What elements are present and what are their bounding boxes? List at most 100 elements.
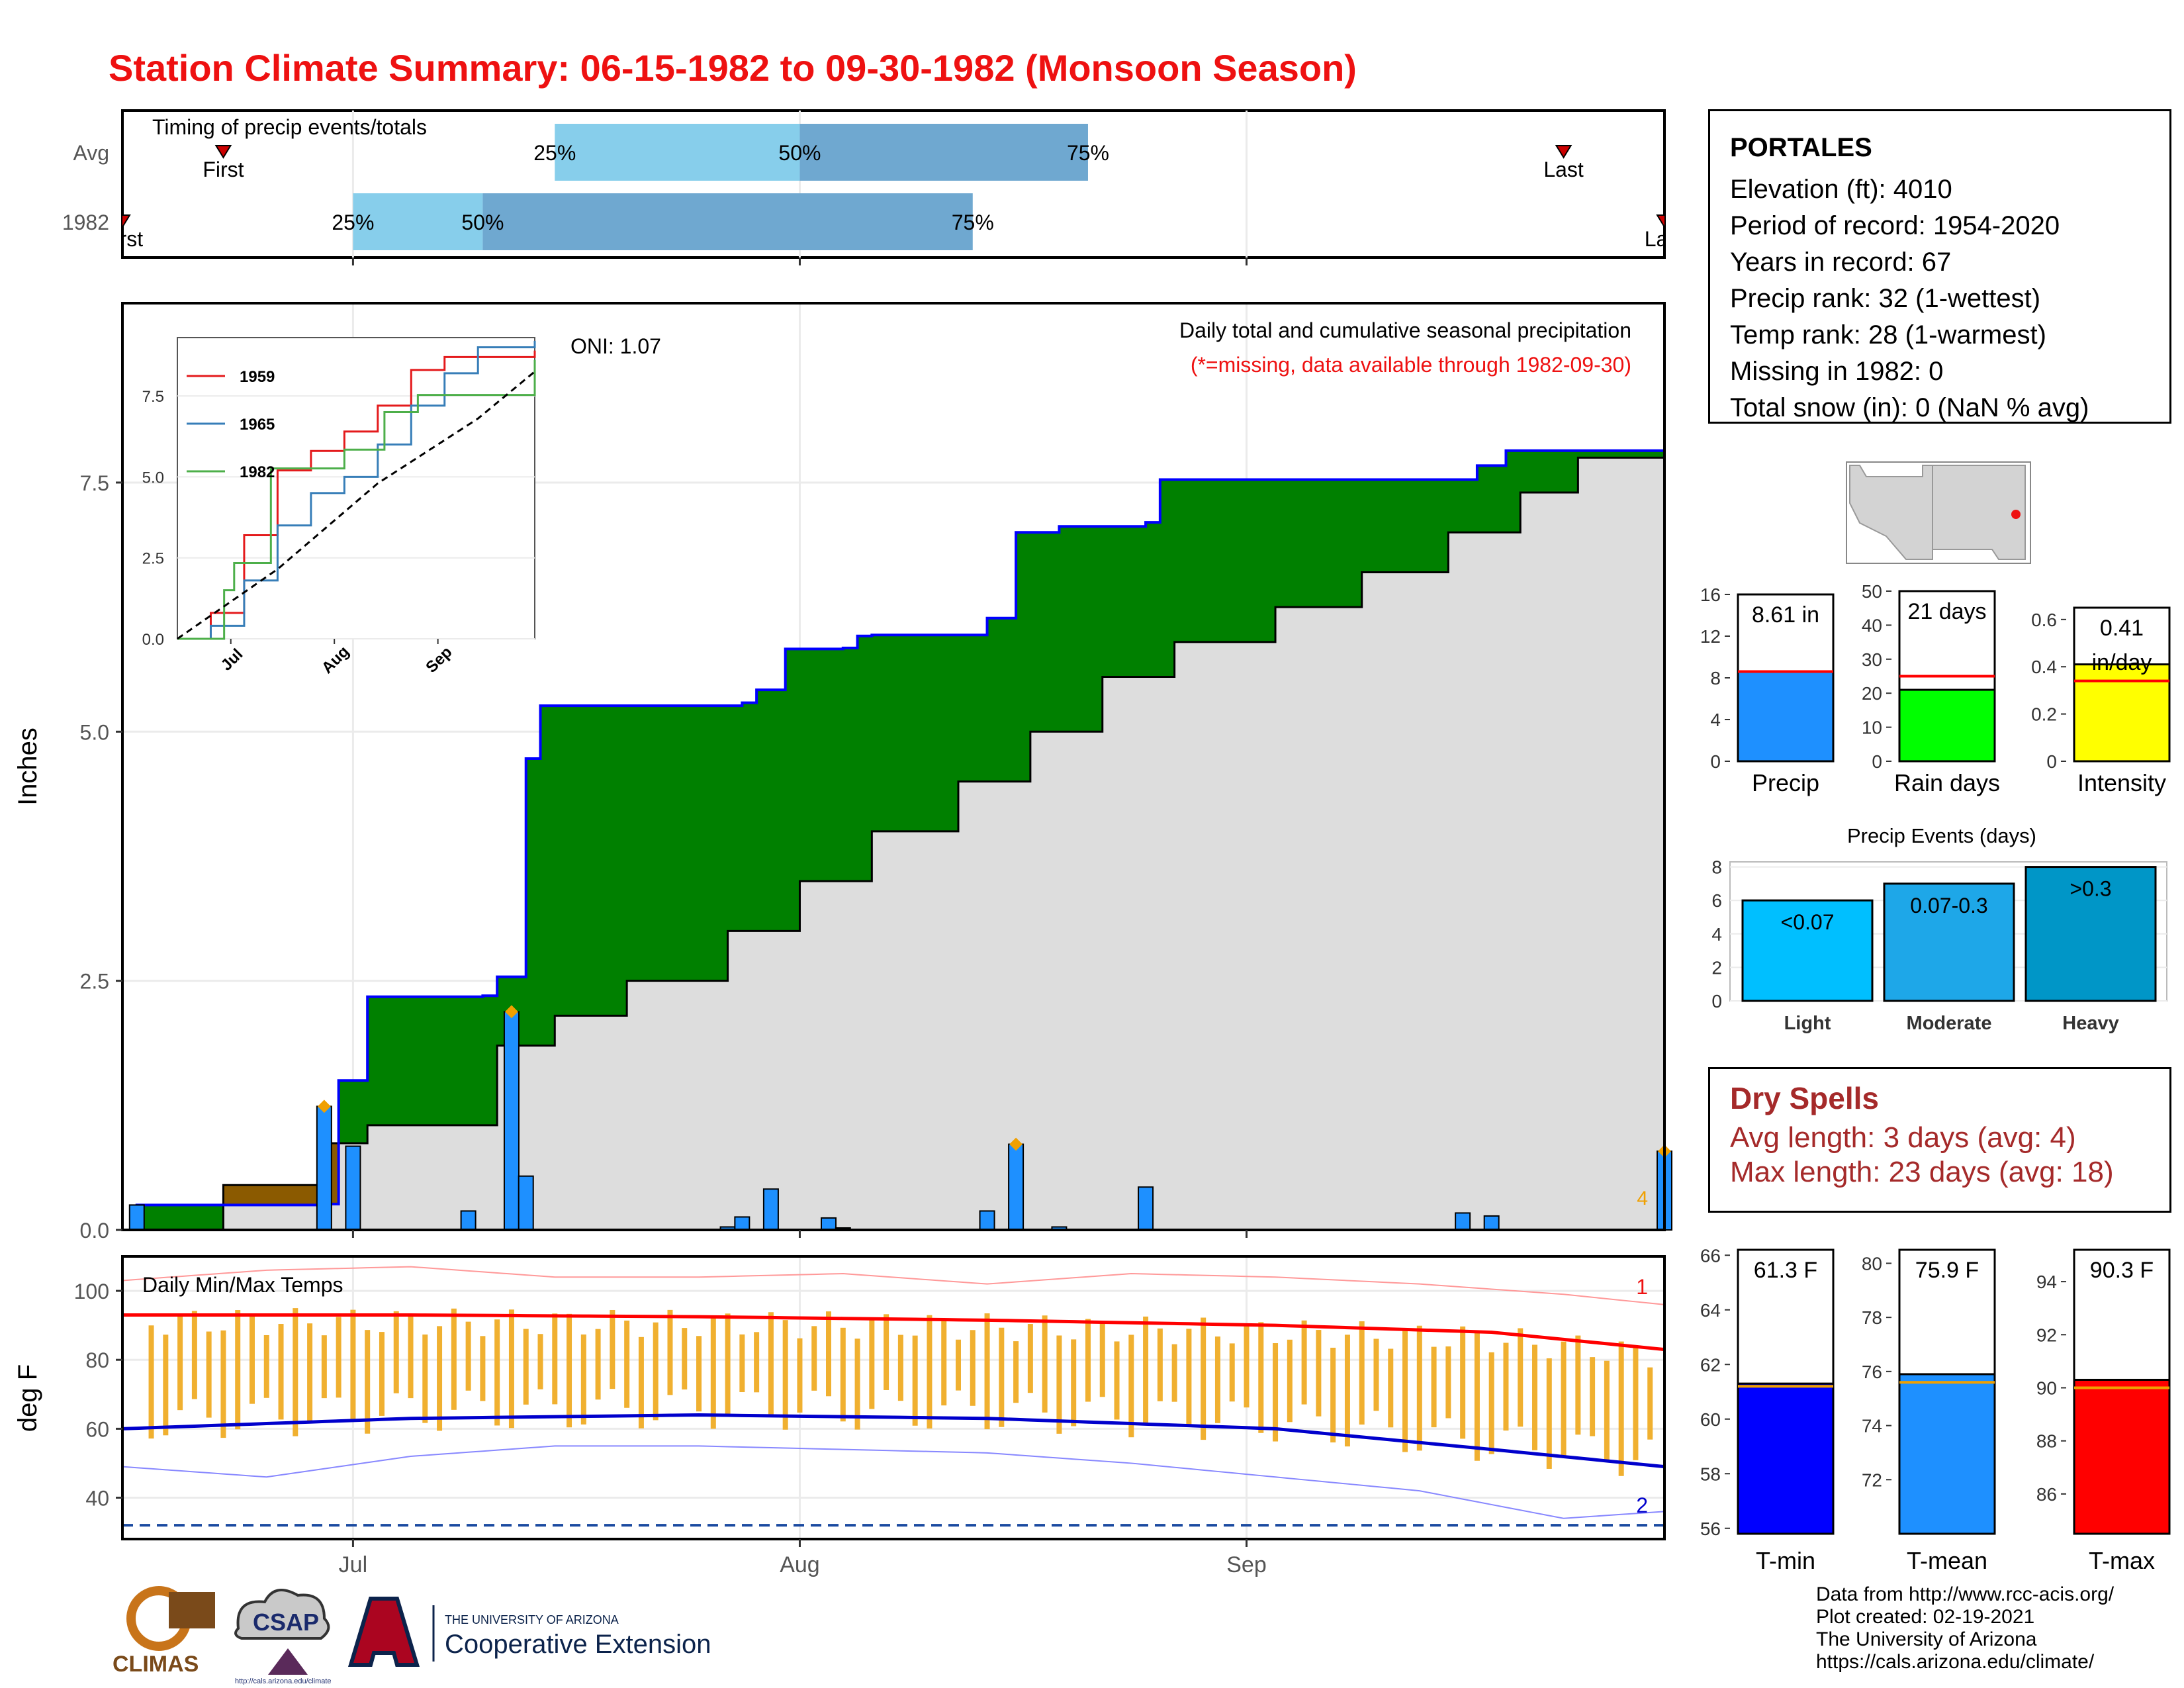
daily-temp-bar — [235, 1310, 241, 1430]
daily-precip-bar — [316, 1105, 332, 1231]
precip-chart-title: Daily total and cumulative seasonal prec… — [1179, 318, 1631, 342]
daily-temp-bar — [826, 1311, 832, 1397]
daily-temp-bar — [537, 1334, 543, 1389]
climas-text: CLIMAS — [113, 1652, 199, 1677]
precip-count-label: 4 — [1637, 1188, 1648, 1209]
mini-ytick-label: 76 — [1862, 1362, 1882, 1382]
mini-value-bar — [1898, 1373, 1996, 1535]
daily-temp-bar — [811, 1326, 817, 1391]
precip-yaxis: 0.0 2.5 5.0 7.5 — [80, 471, 122, 1243]
events-bar-label: >0.3 — [2070, 877, 2111, 901]
daily-precip-bar — [1008, 1143, 1024, 1231]
footer-credits: Data from http://www.rcc-acis.org/ Plot … — [1816, 1583, 2114, 1673]
mini-value-bar — [1737, 670, 1835, 763]
mini-ytick-label: 56 — [1700, 1519, 1721, 1539]
mini-ytick-label: 62 — [1700, 1354, 1721, 1375]
mini-ytick-label: 72 — [1862, 1470, 1882, 1490]
daily-temp-bar — [379, 1332, 385, 1416]
mini-ytick-label: 58 — [1700, 1464, 1721, 1484]
temp-high-count: 1 — [1636, 1275, 1648, 1299]
daily-temp-bar — [393, 1311, 399, 1393]
daily-precip-bar — [734, 1216, 751, 1231]
inset-ytick-label: 0.0 — [142, 631, 164, 649]
daily-precip-bar — [762, 1188, 779, 1231]
mini-value-bar — [1737, 1382, 1835, 1535]
daily-temp-bar — [912, 1335, 918, 1426]
daily-temp-bar — [1013, 1341, 1019, 1403]
daily-temp-bar — [1186, 1329, 1192, 1427]
daily-temp-bar — [336, 1317, 341, 1398]
timing-row-label-1982: 1982 — [62, 211, 109, 234]
dry-spells-avg: Avg length: 3 days (avg: 4) — [1730, 1121, 2076, 1154]
daily-temp-bar — [927, 1315, 933, 1429]
daily-temp-bar — [754, 1332, 760, 1393]
daily-temp-bar — [408, 1314, 414, 1399]
tmax-normal-line — [122, 1313, 1665, 1352]
mini-ytick-label: 86 — [2036, 1484, 2057, 1505]
daily-temp-bar — [1201, 1317, 1206, 1440]
daily-precip-bar — [821, 1217, 837, 1231]
inset-legend-label: 1982 — [240, 463, 275, 481]
mini-value-label: 8.61 in — [1752, 602, 1819, 628]
daily-temp-bar — [206, 1331, 212, 1418]
daily-temp-bar — [955, 1339, 961, 1391]
station-snow: Total snow (in): 0 (NaN % avg) — [1730, 393, 2089, 422]
t-min-chart: 56 58 60 62 64 66 61.3 F T-min — [1700, 1245, 1835, 1574]
t-mean-chart: 72 74 76 78 80 75.9 F T-mean — [1862, 1248, 1996, 1574]
tmin-record-line — [122, 1445, 1665, 1519]
oni-annotation: ONI: 1.07 — [570, 334, 661, 358]
daily-temp-bar — [1244, 1323, 1250, 1408]
mini-ytick-label: 94 — [2036, 1272, 2057, 1292]
footer-url: https://cals.arizona.edu/climate/ — [1816, 1651, 2095, 1673]
mini-ytick-label: 66 — [1700, 1245, 1721, 1266]
temp-frame — [121, 1255, 1666, 1540]
daily-temp-bar — [710, 1316, 716, 1429]
precip-ytick-label: 5.0 — [80, 720, 109, 744]
daily-temp-bar — [610, 1309, 615, 1389]
mini-ytick-label: 60 — [1700, 1409, 1721, 1430]
mini-ytick-label: 0 — [1710, 751, 1721, 772]
csap-mountain-icon — [268, 1648, 308, 1675]
station-period: Period of record: 1954-2020 — [1730, 211, 2060, 240]
mini-ytick-label: 8 — [1710, 668, 1721, 688]
ua-big-text: Cooperative Extension — [445, 1630, 711, 1659]
daily-temp-bar — [739, 1334, 745, 1393]
daily-temp-bar — [465, 1321, 471, 1391]
daily-temp-bar — [797, 1338, 803, 1413]
temp-ytick-label: 60 — [85, 1417, 109, 1441]
mini-ytick-label: 50 — [1862, 581, 1882, 602]
mini-value-bar — [2073, 663, 2171, 763]
rain-days-chart: 0 10 20 30 40 50 21 days Rain days — [1862, 581, 2000, 796]
inset-ytick-label: 7.5 — [142, 388, 164, 406]
daily-temp-bar — [999, 1327, 1005, 1427]
mini-ytick-label: 0 — [1872, 751, 1882, 772]
t-max-chart: 86 88 90 92 94 90.3 F T-max — [2036, 1248, 2171, 1574]
mini-ytick-label: 64 — [1700, 1300, 1721, 1321]
daily-temp-bar — [1503, 1342, 1509, 1431]
daily-temp-bar — [321, 1335, 327, 1399]
daily-precip-bar — [1483, 1215, 1500, 1231]
mini-value-label: 0.41 — [2100, 616, 2144, 641]
mini-ytick-label: 74 — [1862, 1416, 1882, 1436]
ua-a-icon — [347, 1597, 420, 1667]
mini-value-label: 61.3 F — [1754, 1258, 1817, 1283]
daily-temp-bar — [1258, 1322, 1264, 1433]
daily-precip-bar — [1455, 1212, 1471, 1231]
precip-ytick-label: 0.0 — [80, 1219, 109, 1243]
daily-temp-bar — [1099, 1321, 1105, 1397]
daily-precip-bar — [128, 1204, 145, 1231]
mini-value-label: 75.9 F — [1915, 1258, 1979, 1283]
tmax-record-line — [122, 1266, 1665, 1305]
events-bar — [1741, 899, 1874, 1002]
daily-temp-bar — [1518, 1328, 1524, 1427]
daily-temp-bar — [552, 1313, 558, 1405]
last-label: Last — [1645, 227, 1685, 251]
month-axis: Jul Aug Sep — [339, 258, 1267, 1577]
daily-temp-bar — [1474, 1333, 1480, 1461]
timing-pct-label: 50% — [461, 211, 504, 234]
dry-spells-box: Dry Spells Avg length: 3 days (avg: 4) M… — [1708, 1067, 2171, 1213]
map-states — [1849, 465, 2026, 560]
station-years: Years in record: 67 — [1730, 248, 1952, 277]
month-tick-label: Jul — [339, 1552, 367, 1577]
